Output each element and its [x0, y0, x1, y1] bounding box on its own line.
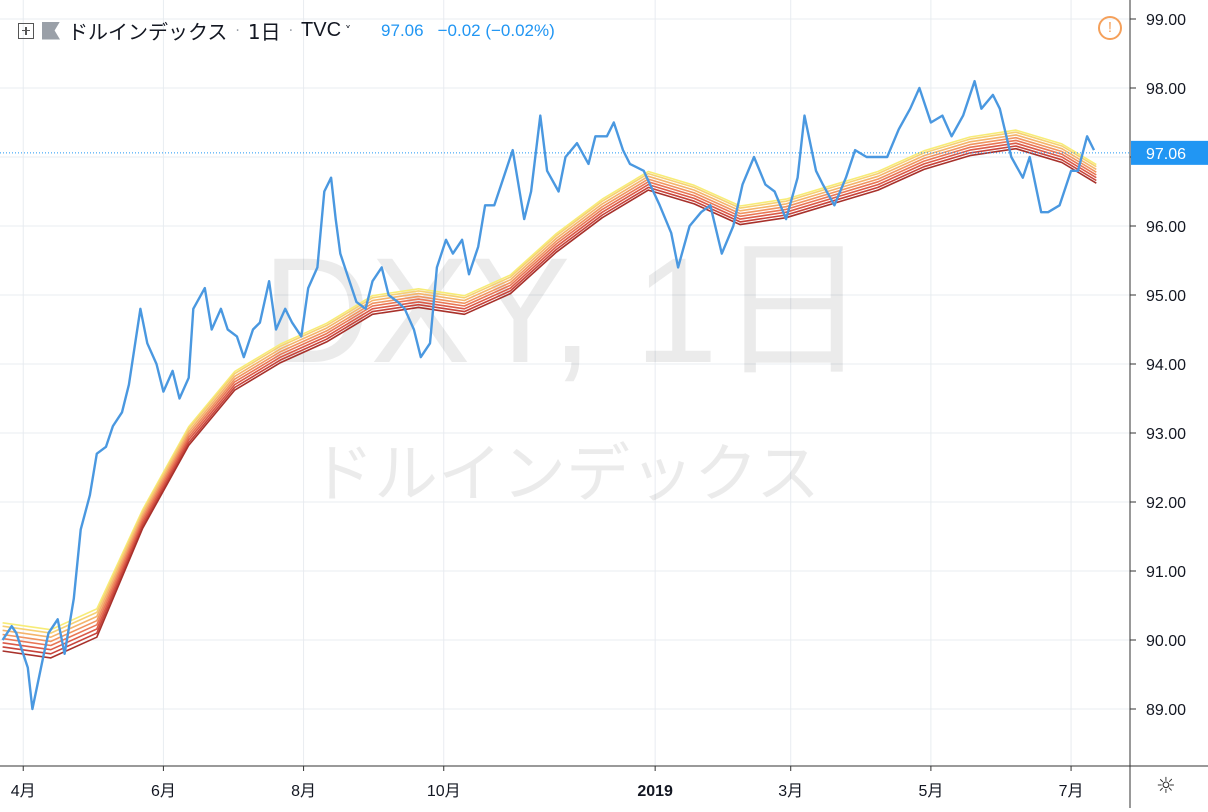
x-tick-label: 3月	[778, 783, 803, 800]
ma-line	[2, 134, 1097, 639]
change-value: −0.02 (−0.02%)	[437, 20, 555, 40]
x-tick-label: 8月	[291, 783, 316, 800]
ma-line	[2, 145, 1097, 655]
exchange-label[interactable]: TVC	[301, 19, 342, 41]
y-tick-label: 98.00	[1146, 81, 1186, 98]
x-tick-label: 10月	[427, 783, 461, 800]
settings-gear-icon[interactable]: ☼	[1156, 774, 1176, 799]
ma-ribbon	[2, 129, 1097, 659]
expand-icon[interactable]	[18, 22, 34, 39]
y-tick-label: 94.00	[1146, 357, 1186, 374]
interval-label[interactable]: 1日	[247, 20, 281, 44]
x-tick-label: 2019	[637, 783, 673, 800]
watermark-ticker: DXY, 1日	[262, 226, 868, 394]
ma-line	[2, 147, 1097, 659]
ma-line	[2, 139, 1097, 647]
y-tick-label: 93.00	[1146, 426, 1186, 443]
flag-icon[interactable]	[42, 21, 60, 40]
ma-line	[2, 129, 1097, 631]
y-tick-label: 89.00	[1146, 702, 1186, 719]
y-tick-label: 96.00	[1146, 219, 1186, 236]
x-tick-label: 7月	[1059, 783, 1084, 800]
y-tick-label: 90.00	[1146, 633, 1186, 650]
price-series	[0, 79, 1130, 711]
chevron-down-icon[interactable]: ˅	[345, 23, 352, 38]
x-tick-label: 6月	[151, 783, 176, 800]
separator-dot-2: ·	[288, 22, 294, 39]
y-tick-label: 95.00	[1146, 288, 1186, 305]
watermark-description: ドルインデックス	[310, 438, 820, 512]
y-tick-label: 91.00	[1146, 564, 1186, 581]
symbol-legend: ドルインデックス · 1日 · TVC ˅ 97.06 −0.02 (−0.02…	[18, 16, 555, 45]
ma-line	[2, 136, 1097, 643]
last-price-tag-label: 97.06	[1146, 146, 1186, 163]
last-value: 97.06	[381, 20, 424, 40]
x-tick-label: 4月	[11, 783, 36, 800]
y-tick-label: 99.00	[1146, 12, 1186, 29]
price-line[interactable]	[1, 79, 1096, 711]
separator-dot: ·	[235, 22, 240, 39]
symbol-name: ドルインデックス	[68, 20, 228, 44]
y-tick-label: 92.00	[1146, 495, 1186, 512]
last-price-tag	[1131, 140, 1208, 165]
watermark: DXY, 1日 ドルインデックス	[262, 226, 868, 512]
ma-line	[2, 142, 1097, 651]
grid-layer	[0, 0, 1130, 766]
x-tick-label: 5月	[918, 783, 943, 800]
alert-icon[interactable]: !	[1098, 16, 1122, 40]
